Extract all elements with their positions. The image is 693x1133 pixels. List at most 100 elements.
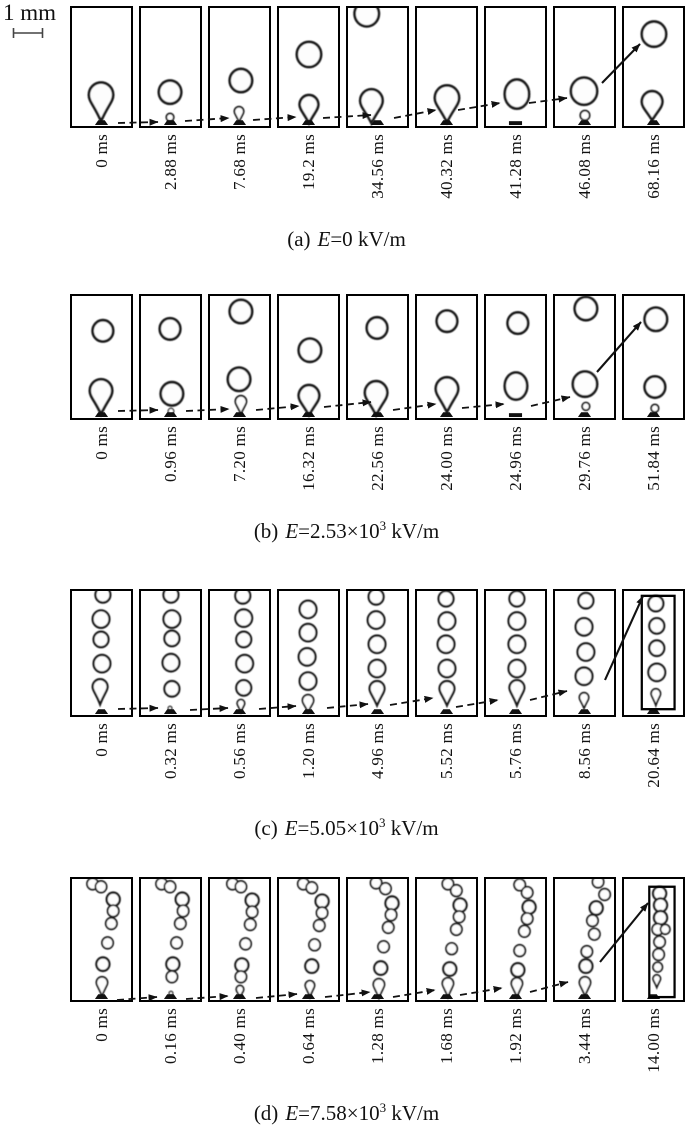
video-frame bbox=[484, 589, 547, 717]
caption-value: =0 bbox=[330, 227, 353, 251]
nozzle bbox=[439, 709, 454, 715]
highlight-box bbox=[648, 885, 676, 999]
frame-image bbox=[569, 76, 599, 126]
time-label-cell: 7.68 ms bbox=[208, 134, 271, 224]
nozzle bbox=[163, 412, 178, 418]
video-frame bbox=[415, 877, 478, 1002]
time-label-cell: 4.96 ms bbox=[346, 723, 409, 813]
bubbles bbox=[503, 78, 531, 110]
frame-image bbox=[503, 78, 531, 126]
caption-unit: kV/m bbox=[385, 816, 439, 840]
frame-image bbox=[296, 879, 330, 1000]
nozzle bbox=[94, 412, 109, 418]
nozzle bbox=[232, 120, 247, 126]
nozzle bbox=[646, 412, 661, 418]
video-frame bbox=[553, 294, 616, 420]
caption-value: =2.53×10 bbox=[298, 519, 380, 543]
frame-image bbox=[225, 879, 260, 1000]
bubbles bbox=[297, 337, 323, 418]
time-label-cell: 2.88 ms bbox=[139, 134, 202, 224]
bubbles bbox=[433, 83, 461, 126]
video-frame bbox=[139, 877, 202, 1002]
video-frame bbox=[484, 6, 547, 128]
time-label: 0.32 ms bbox=[160, 723, 180, 779]
nozzle bbox=[577, 994, 592, 1000]
frame-image bbox=[353, 8, 385, 126]
video-frame bbox=[208, 877, 271, 1002]
nozzle bbox=[439, 120, 454, 126]
video-frame bbox=[484, 294, 547, 420]
bubbles bbox=[87, 81, 115, 125]
caption-unit: kV/m bbox=[386, 519, 440, 543]
time-label-cell: 16.32 ms bbox=[277, 426, 340, 516]
time-label-cell: 0 ms bbox=[70, 426, 133, 516]
caption-unit: kV/m bbox=[352, 227, 406, 251]
caption-exponent: 3 bbox=[378, 815, 386, 830]
bubbles bbox=[651, 885, 671, 990]
time-label-cell: 34.56 ms bbox=[346, 134, 409, 224]
bubbles bbox=[571, 296, 599, 412]
bubbles bbox=[510, 879, 537, 1000]
caption-E-symbol: E bbox=[317, 227, 331, 251]
time-label-cell: 0.32 ms bbox=[139, 723, 202, 813]
frame-image bbox=[228, 67, 254, 126]
frame-image bbox=[643, 306, 669, 418]
time-label: 40.32 ms bbox=[436, 134, 456, 199]
nozzle bbox=[577, 120, 592, 126]
frame-strip bbox=[0, 6, 693, 128]
video-frame bbox=[622, 294, 685, 420]
time-label-cell: 0.96 ms bbox=[139, 426, 202, 516]
frame-image bbox=[91, 591, 112, 715]
frame-image bbox=[297, 337, 323, 418]
caption-index: (b) bbox=[253, 519, 279, 543]
time-label: 14.00 ms bbox=[643, 1008, 663, 1073]
time-label: 0.56 ms bbox=[229, 723, 249, 779]
time-label-cell: 24.00 ms bbox=[415, 426, 478, 516]
bubbles bbox=[158, 316, 185, 415]
nozzle bbox=[439, 994, 454, 1000]
bubbles bbox=[226, 298, 254, 417]
time-label: 22.56 ms bbox=[367, 426, 387, 491]
time-label: 68.16 ms bbox=[643, 134, 663, 199]
caption-index: (d) bbox=[253, 1101, 279, 1125]
video-frame bbox=[553, 6, 616, 128]
nozzle bbox=[370, 120, 385, 126]
video-frame bbox=[346, 6, 409, 128]
frame-image bbox=[434, 309, 460, 418]
frame-image bbox=[433, 83, 461, 126]
row-caption: (b) E=2.53×103 kV/m bbox=[0, 518, 693, 544]
time-label-cell: 22.56 ms bbox=[346, 426, 409, 516]
bubbles bbox=[157, 79, 183, 123]
video-frame bbox=[484, 877, 547, 1002]
time-labels: 0 ms 0.16 ms 0.40 ms 0.64 ms 1.28 ms 1.68 ms 1… bbox=[70, 1008, 693, 1098]
frame-image bbox=[640, 20, 668, 126]
bubbles bbox=[296, 879, 330, 1000]
nozzle bbox=[94, 120, 109, 126]
nozzle bbox=[232, 412, 247, 418]
video-frame bbox=[277, 877, 340, 1002]
video-frame bbox=[139, 6, 202, 128]
video-frame bbox=[415, 589, 478, 717]
nozzle bbox=[508, 994, 523, 1000]
time-label: 29.76 ms bbox=[574, 426, 594, 491]
bubbles bbox=[86, 879, 121, 999]
time-label-cell: 5.52 ms bbox=[415, 723, 478, 813]
time-label-cell: 1.92 ms bbox=[484, 1008, 547, 1098]
frame-image bbox=[369, 879, 400, 1000]
bubbles bbox=[228, 67, 254, 125]
time-label-cell: 29.76 ms bbox=[553, 426, 616, 516]
caption-index: (c) bbox=[254, 816, 278, 840]
frame-image bbox=[87, 81, 115, 126]
frame-image bbox=[646, 885, 676, 1000]
scale-bar: 1 mm bbox=[3, 0, 56, 39]
bubbles bbox=[578, 879, 612, 999]
video-frame bbox=[553, 589, 616, 717]
nozzle bbox=[646, 709, 661, 715]
time-label: 16.32 ms bbox=[298, 426, 318, 491]
bubbles bbox=[363, 315, 389, 418]
time-label-cell: 20.64 ms bbox=[622, 723, 685, 813]
bubbles bbox=[434, 309, 460, 416]
frame-image bbox=[507, 591, 527, 715]
nozzle bbox=[577, 709, 592, 715]
